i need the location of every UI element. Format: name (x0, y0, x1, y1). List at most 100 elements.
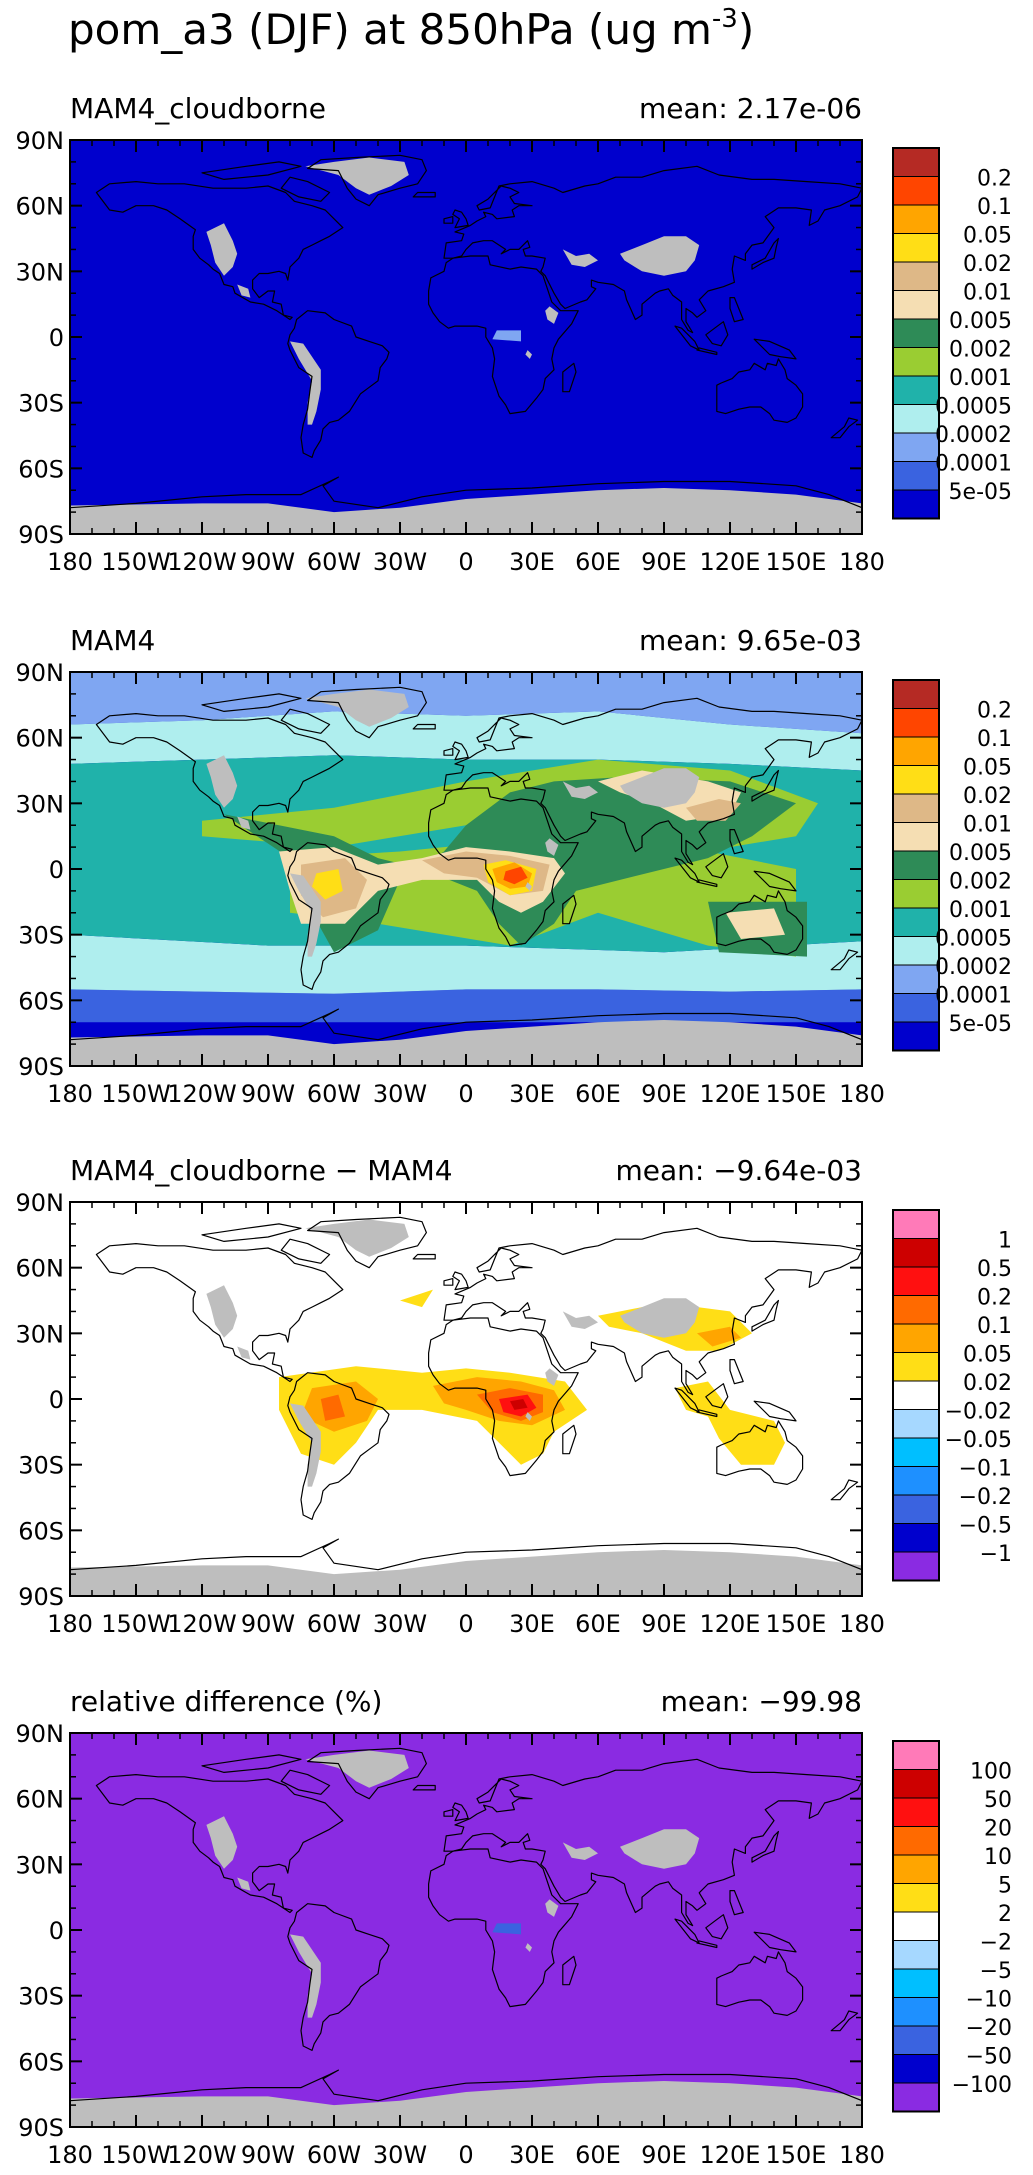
coastline-south-america (287, 1372, 390, 1520)
lon-tick-label: 60E (575, 548, 621, 576)
missing-region (206, 1285, 238, 1338)
lon-tick-label: 150W (101, 1080, 171, 1108)
panel-mean: mean: 9.65e-03 (639, 624, 862, 657)
lat-tick-label: 60N (16, 1786, 65, 1814)
colorbar-swatch (892, 1940, 940, 1970)
lon-tick-label: 120W (167, 548, 237, 576)
lon-tick-label: 30E (509, 2141, 555, 2169)
coastline-new-zealand (830, 949, 859, 971)
field-contour (686, 799, 741, 821)
missing-region (305, 689, 409, 727)
coastline-greenland (307, 1747, 427, 1800)
coastline-iceland (412, 1784, 436, 1791)
panel-1: MAM4_cloudborne mean: 2.17e-06 90N 60N 30N 0 3… (16, 92, 1013, 576)
lat-tick-label: 60S (18, 2048, 64, 2076)
colorbar-swatch (892, 147, 940, 177)
coastline-new-zealand (830, 1479, 859, 1501)
colorbar-label: 0.001 (949, 898, 1012, 923)
coastline-eurasia (443, 165, 862, 334)
coastline-japan (751, 237, 779, 270)
coastline-eurasia (443, 1227, 862, 1396)
coastline-borneo (705, 321, 729, 347)
coastline-canada-islands (201, 1223, 302, 1242)
lat-tick-label: 90S (18, 2114, 64, 2142)
lon-tick-label: 90W (241, 1080, 295, 1108)
panel-4: relative difference (%) mean: −99.98 90N 60… (16, 1685, 1013, 2169)
coastline-borneo (705, 1383, 729, 1409)
colorbar-swatch (892, 907, 940, 937)
coastline-antarctica (70, 2069, 862, 2127)
colorbar-label: 0.02 (963, 1371, 1012, 1396)
coastline-iceland (412, 191, 436, 198)
colorbar-swatch (892, 1266, 940, 1296)
coastline-australia (716, 1420, 804, 1485)
colorbar-swatch (892, 290, 940, 320)
colorbar-swatch (892, 1209, 940, 1239)
coastline-japan (751, 1830, 779, 1863)
field-background (70, 1733, 862, 2127)
colorbar: 0.2 0.1 0.05 0.02 0.01 0.005 0.002 0.001 0.0005 0… (892, 679, 1012, 1052)
colorbar-label: −1 (980, 1542, 1012, 1567)
missing-region (620, 768, 700, 808)
colorbar: 100 50 20 10 5 2 −2 −5 −10 −20 −50 −100 (892, 1740, 1012, 2113)
colorbar-label: −5 (980, 1959, 1012, 1984)
colorbar-swatch (892, 1854, 940, 1884)
coastline-philippines (729, 829, 744, 855)
colorbar-label: −20 (966, 2016, 1012, 2041)
colorbar-swatch (892, 879, 940, 909)
lon-tick-label: 60W (307, 1610, 361, 1638)
coastline-new-guinea (753, 338, 797, 360)
colorbar-swatch (892, 347, 940, 377)
coastline-sumatra (674, 1387, 700, 1413)
lon-tick-label: 150E (766, 1610, 827, 1638)
coastline-antarctica (70, 1538, 862, 1596)
coastline-new-guinea (753, 870, 797, 892)
lon-tick-label: 180 (47, 1080, 93, 1108)
lat-tick-label: 60N (16, 1255, 65, 1283)
lon-tick-label: 30E (509, 1610, 555, 1638)
missing-region (562, 1842, 598, 1860)
colorbar-label: 0.0005 (935, 395, 1012, 420)
map-area (70, 672, 862, 1066)
coastline-philippines (729, 297, 744, 323)
lat-tick-label: 60N (16, 193, 65, 221)
colorbar-frame (892, 679, 940, 1052)
colorbar-swatch (892, 489, 940, 519)
coastline-eurasia (443, 1758, 862, 1927)
lat-tick-label: 90S (18, 521, 64, 549)
coastline-java (696, 1940, 718, 1949)
lat-tick-label: 30N (16, 1851, 65, 1879)
missing-region (290, 1934, 321, 2018)
missing-region (237, 1877, 251, 1891)
coastline-iceland (412, 723, 436, 730)
colorbar-swatch (892, 461, 940, 491)
coastline-africa (428, 1848, 579, 2008)
missing-region (545, 838, 559, 856)
coastline-sumatra (674, 857, 700, 883)
lon-tick-label: 60E (575, 1610, 621, 1638)
lat-tick-label: 0 (49, 324, 64, 352)
colorbar-label: −0.5 (959, 1514, 1012, 1539)
missing-region (206, 223, 238, 276)
coastline-north-america (95, 1774, 344, 1914)
missing-region (545, 306, 559, 324)
colorbar-label: 0.1 (977, 727, 1012, 752)
coastline-greenland (307, 154, 427, 207)
colorbar-swatch (892, 176, 940, 206)
field-contour (503, 866, 528, 885)
lon-tick-label: 60W (307, 1080, 361, 1108)
coastline-java (696, 879, 718, 888)
panel-mean: mean: −9.64e-03 (615, 1154, 862, 1187)
colorbar-swatch (892, 1911, 940, 1941)
coastline-africa (428, 787, 579, 947)
lon-tick-label: 30E (509, 548, 555, 576)
lon-tick-label: 90E (641, 548, 687, 576)
coastline-philippines (729, 1890, 744, 1916)
lat-tick-label: 60S (18, 455, 64, 483)
coastline-madagascar (562, 1424, 577, 1455)
colorbar-label: 0.005 (949, 841, 1012, 866)
coastline-java (696, 1409, 718, 1418)
colorbar-swatch (892, 2082, 940, 2112)
coastline-japan (751, 769, 779, 802)
missing-region (562, 1311, 598, 1329)
